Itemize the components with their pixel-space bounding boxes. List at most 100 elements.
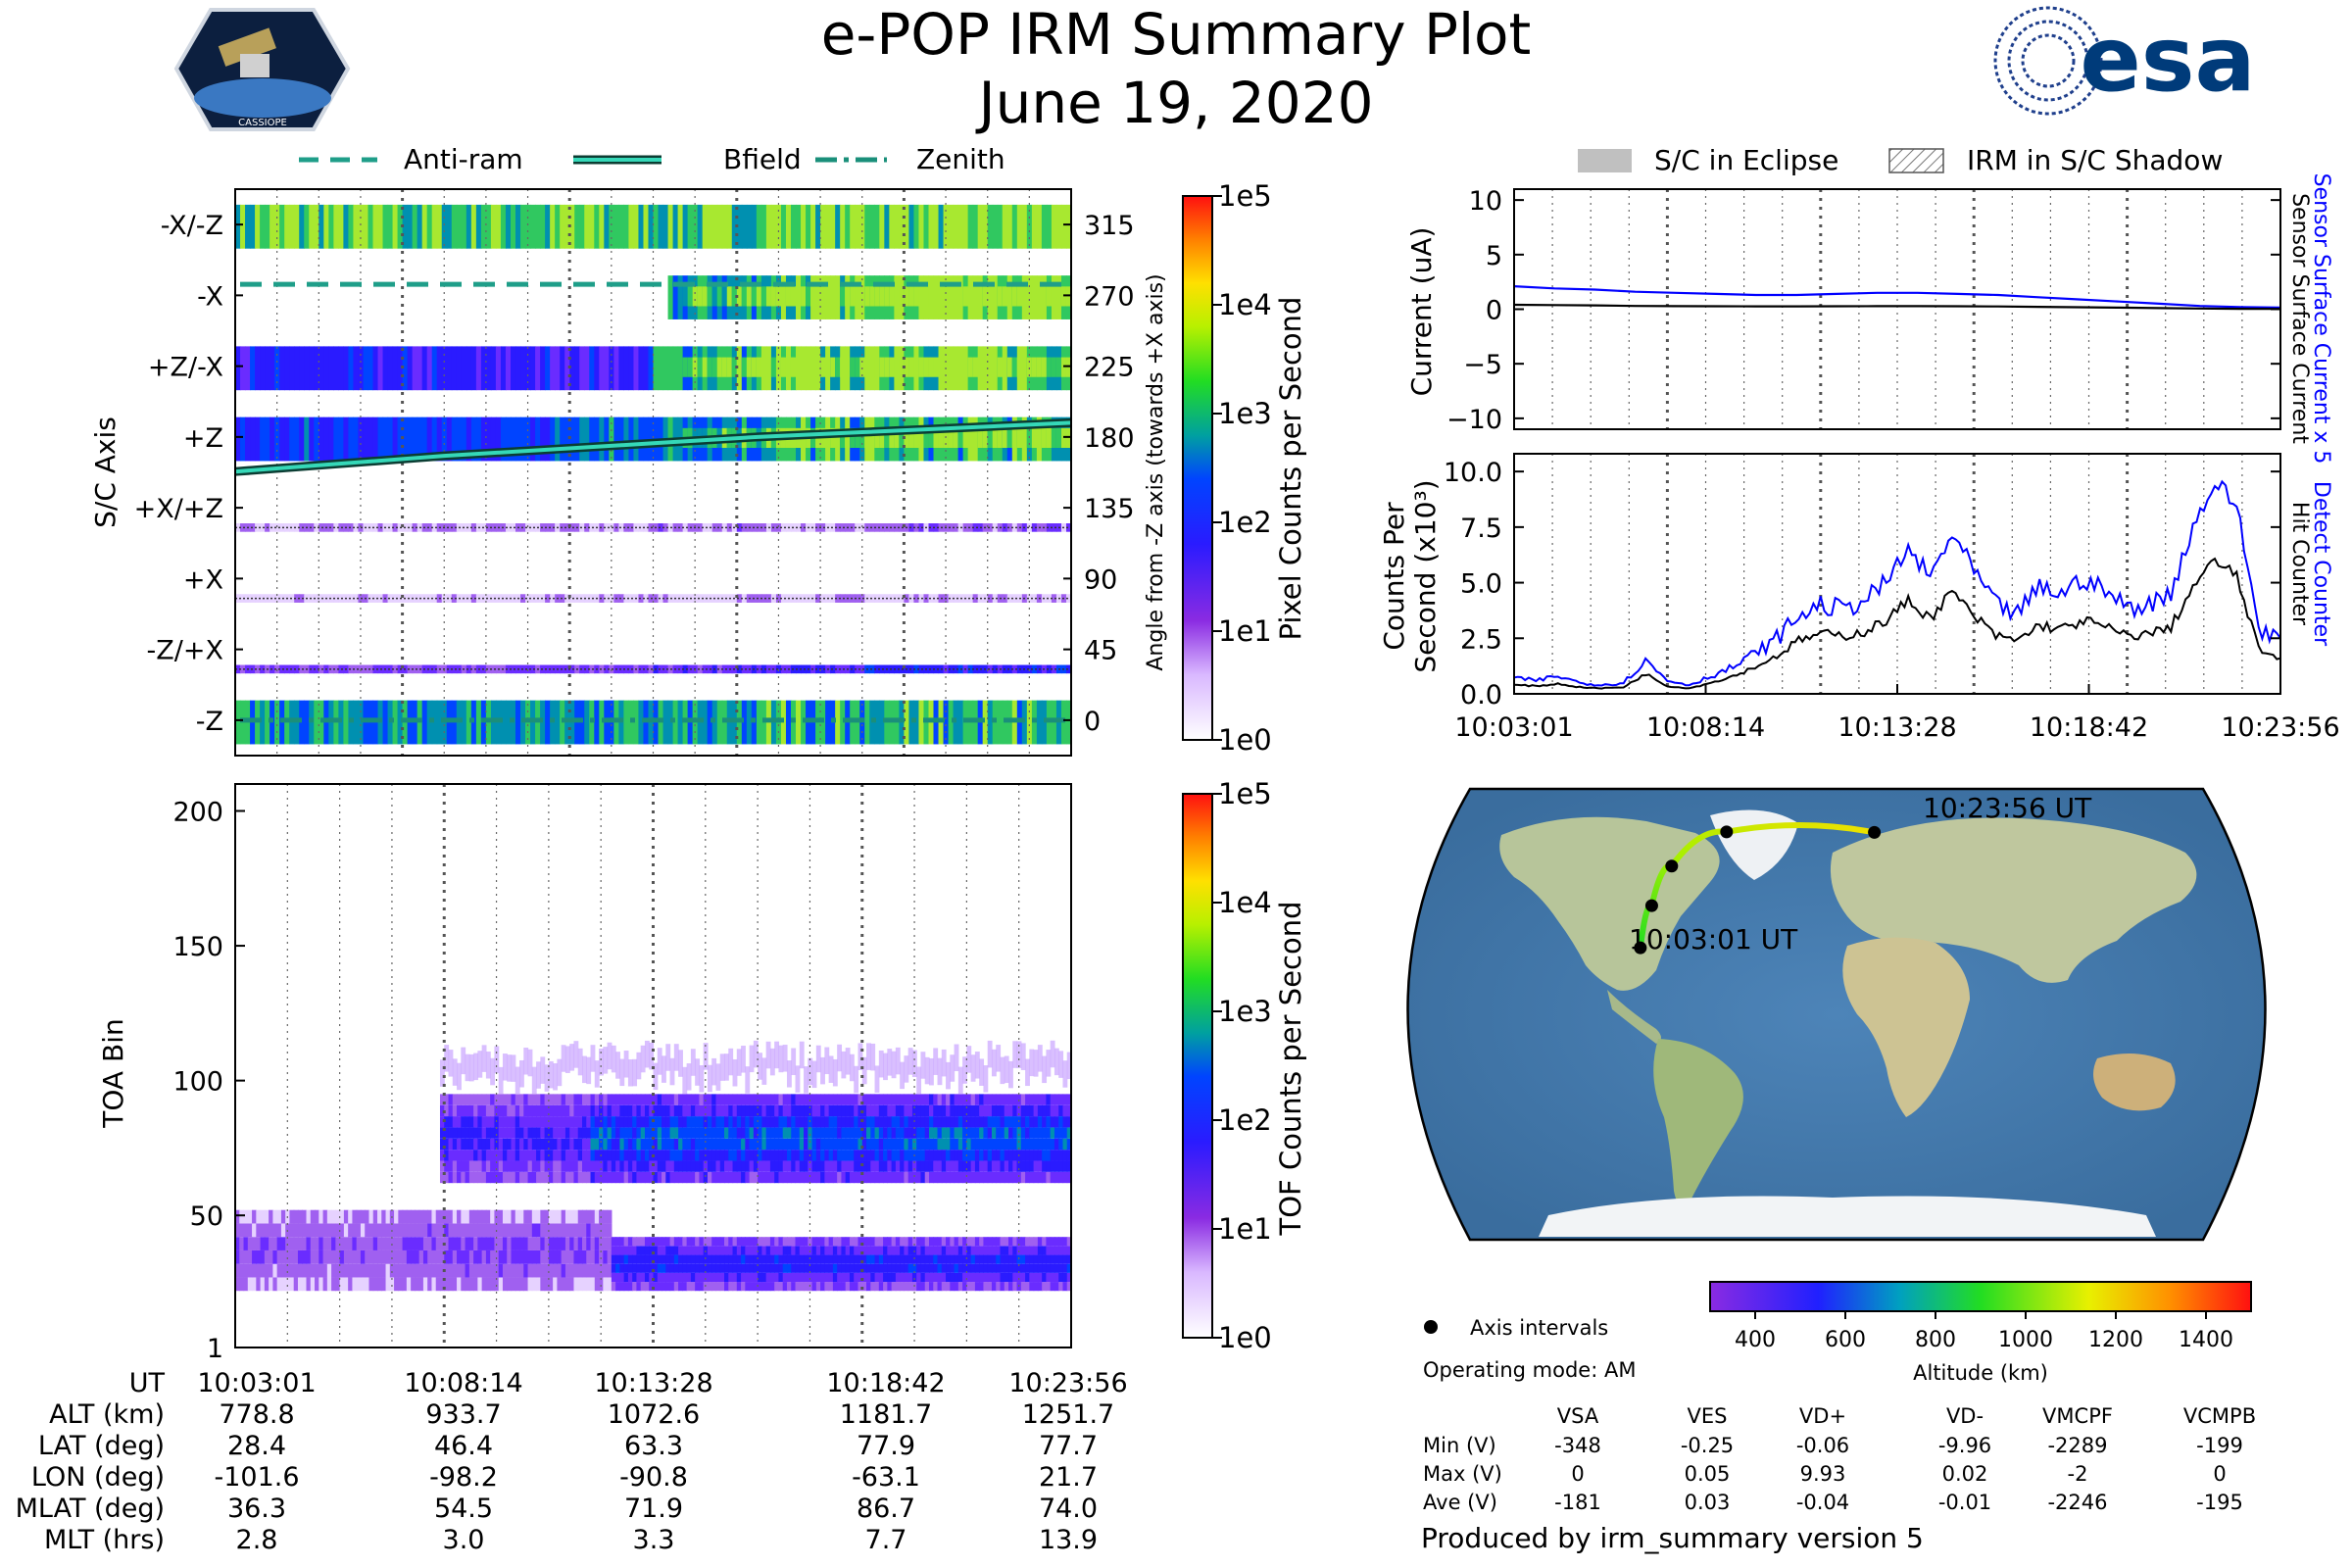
toa-heat-cell — [741, 1160, 746, 1172]
toa-heat-cell — [553, 1116, 559, 1128]
toa-heat-tail — [599, 1048, 604, 1076]
toa-heat-cell — [502, 1104, 508, 1117]
toa-heat-cell — [983, 1104, 989, 1117]
toa-heat-cell — [707, 1254, 712, 1264]
sc-heat-cell — [830, 204, 836, 249]
sc-heat-cell — [470, 594, 477, 603]
toa-heat-cell — [444, 1104, 450, 1117]
toa-heat-cell — [365, 1277, 370, 1292]
toa-heat-cell — [473, 1209, 478, 1224]
sc-heat-core — [1036, 357, 1043, 377]
sc-heat-cell — [299, 700, 305, 745]
toa-heat-cell — [870, 1263, 876, 1273]
toa-heat-cell — [1058, 1160, 1064, 1172]
toa-heat-cell — [514, 1104, 520, 1117]
sc-heat-core — [1031, 357, 1038, 377]
sc-heat-cell — [1006, 594, 1013, 603]
toa-heat-cell — [957, 1237, 963, 1247]
toa-heat-cell — [791, 1127, 797, 1139]
toa-heat-cell — [1054, 1246, 1059, 1255]
toa-heat-cell — [849, 1150, 855, 1161]
sc-heat-cell — [485, 594, 492, 603]
toa-heat-cell — [381, 1277, 387, 1292]
sc-heat-cell — [431, 346, 438, 391]
counts-xtick-label: 10:18:42 — [2030, 712, 2148, 743]
toa-heat-cell — [799, 1246, 805, 1255]
sc-heat-core — [840, 357, 846, 377]
ephemeris-cell: 71.9 — [624, 1494, 683, 1524]
toa-heat-cell — [745, 1160, 751, 1172]
toa-heat-cell — [887, 1127, 893, 1139]
toa-heat-cell — [406, 1223, 412, 1238]
toa-heat-cell — [841, 1171, 847, 1184]
toa-heat-cell — [452, 1171, 458, 1184]
toa-heat-cell — [1012, 1138, 1018, 1151]
toa-heat-cell — [653, 1254, 659, 1264]
toa-heat-tail — [728, 1048, 734, 1076]
sc-heat-core — [1006, 357, 1013, 377]
sc-heat-cell — [643, 204, 650, 249]
toa-heat-cell — [707, 1150, 712, 1161]
toa-heat-cell — [870, 1282, 876, 1292]
toa-heat-cell — [252, 1263, 257, 1278]
sc-heat-cell — [407, 523, 414, 532]
sc-heat-cell — [299, 416, 305, 462]
toa-heat-cell — [874, 1282, 880, 1292]
toa-heat-cell — [669, 1150, 675, 1161]
toa-heat-cell — [845, 1160, 851, 1172]
sc-heat-cell — [840, 664, 846, 674]
toa-heat-cell — [607, 1250, 612, 1264]
toa-heat-cell — [874, 1094, 880, 1105]
sc-heat-cell — [333, 594, 339, 603]
sc-heat-cell — [731, 204, 738, 249]
sc-heat-cell — [682, 594, 689, 603]
toa-heat-cell — [924, 1138, 930, 1151]
sc-heat-cell — [402, 416, 409, 462]
ephemeris-cell: 46.4 — [434, 1431, 493, 1461]
toa-heat-cell — [845, 1254, 851, 1264]
toa-heat-cell — [473, 1116, 478, 1128]
toa-heat-cell — [887, 1254, 893, 1264]
sc-heat-cell — [677, 204, 684, 249]
toa-heat-cell — [820, 1171, 825, 1184]
sc-heat-cell — [815, 523, 821, 532]
toa-heat-cell — [653, 1150, 659, 1161]
toa-heat-cell — [1042, 1237, 1048, 1247]
toa-heat-cell — [498, 1223, 504, 1238]
toa-heat-cell — [444, 1094, 450, 1105]
toa-heat-cell — [695, 1237, 701, 1247]
toa-heat-cell — [365, 1223, 370, 1238]
toa-heat-tail — [623, 1051, 629, 1078]
sc-heat-core — [1006, 286, 1013, 307]
toa-heat-cell — [937, 1237, 943, 1247]
toa-heat-cell — [979, 1138, 985, 1151]
toa-heat-cell — [256, 1277, 262, 1292]
toa-heat-cell — [1037, 1104, 1043, 1117]
toa-heat-cell — [360, 1263, 366, 1278]
toa-heat-cell — [858, 1272, 863, 1283]
toa-heat-tail — [883, 1053, 888, 1081]
toa-heat-cell — [954, 1237, 959, 1247]
toa-heat-cell — [531, 1160, 537, 1172]
toa-heat-cell — [673, 1138, 679, 1151]
toa-heat-cell — [256, 1250, 262, 1264]
toa-heat-cell — [418, 1277, 424, 1292]
toa-heat-cell — [707, 1237, 712, 1247]
toa-heat-cell — [761, 1094, 767, 1105]
axis-interval-points — [1634, 825, 1882, 955]
toa-heat-cell — [774, 1254, 780, 1264]
toa-heat-cell — [540, 1171, 546, 1184]
sc-heat-cell — [928, 204, 935, 249]
sc-heat-cell — [967, 664, 974, 674]
toa-heat-cell — [544, 1223, 550, 1238]
sc-heat-cell — [412, 594, 418, 603]
toa-heat-cell — [465, 1150, 470, 1161]
toa-heat-cell — [540, 1237, 546, 1250]
toa-heat-cell — [928, 1272, 934, 1283]
toa-heat-cell — [573, 1263, 579, 1278]
toa-heat-tail — [1020, 1043, 1026, 1070]
toa-heat-cell — [377, 1237, 382, 1250]
sc-heat-core — [913, 357, 920, 377]
toa-heat-cell — [987, 1282, 993, 1292]
